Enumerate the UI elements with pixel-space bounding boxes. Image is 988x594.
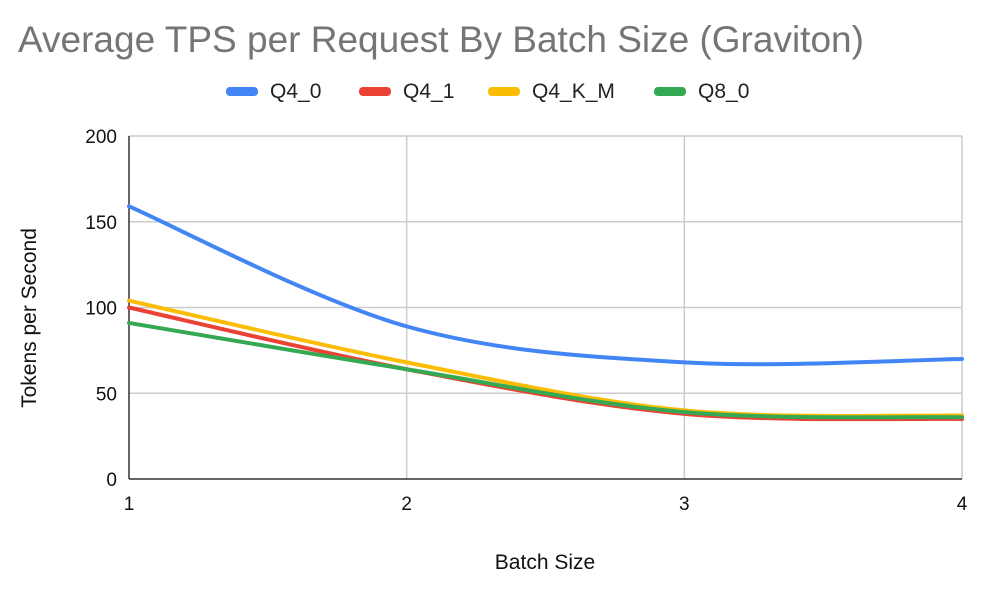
x-axis-title: Batch Size — [495, 551, 595, 574]
legend-label: Q4_0 — [270, 80, 321, 103]
legend-swatch — [654, 87, 686, 96]
legend-label: Q8_0 — [698, 80, 749, 103]
series-lines — [127, 204, 964, 422]
y-tick-label: 100 — [85, 299, 117, 320]
legend-swatch — [226, 87, 258, 96]
y-tick-label: 150 — [85, 213, 117, 234]
legend-item: Q4_K_M — [488, 80, 615, 103]
x-tick-label: 3 — [679, 494, 690, 515]
legend-item: Q4_1 — [359, 80, 454, 103]
legend-label: Q4_K_M — [532, 80, 615, 103]
legend-swatch — [488, 87, 520, 96]
series-line-q4-0 — [127, 204, 964, 367]
y-tick-label: 0 — [106, 470, 117, 491]
legend-item: Q4_0 — [226, 80, 321, 103]
series-line-q4-k-m — [127, 298, 964, 418]
y-tick-label: 200 — [85, 127, 117, 148]
x-tick-label: 2 — [401, 494, 412, 515]
chart-title: Average TPS per Request By Batch Size (G… — [18, 19, 864, 60]
series-line-q8-0 — [127, 320, 964, 420]
legend-swatch — [359, 87, 391, 96]
tick-labels: 0 50 100 150 200 1 2 3 4 — [85, 127, 967, 515]
x-tick-label: 4 — [957, 494, 968, 515]
y-axis-title: Tokens per Second — [18, 228, 41, 408]
gridlines — [129, 135, 963, 479]
y-tick-label: 50 — [96, 384, 117, 405]
legend-item: Q8_0 — [654, 80, 749, 103]
legend: Q4_0 Q4_1 Q4_K_M Q8_0 — [226, 80, 749, 103]
legend-label: Q4_1 — [403, 80, 454, 103]
x-tick-label: 1 — [124, 494, 135, 515]
